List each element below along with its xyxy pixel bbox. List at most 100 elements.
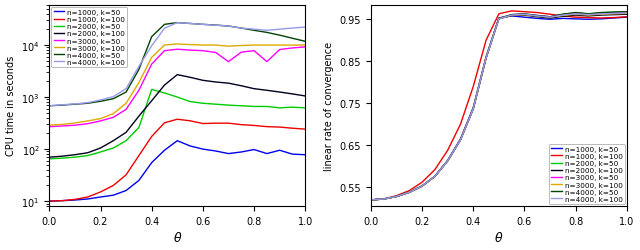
n=4000, k=50 (610, 12, 618, 14)
n=2000, k=100 (161, 84, 168, 87)
n=4000, k=50 (469, 108, 477, 111)
n=2000, k=100 (456, 139, 464, 142)
Y-axis label: linear rate of convergence: linear rate of convergence (324, 42, 334, 170)
n=1000, k=50 (250, 148, 258, 152)
n=4000, k=100 (572, 13, 579, 16)
n=2000, k=50 (212, 103, 220, 106)
n=1000, k=100 (97, 191, 104, 194)
n=4000, k=100 (559, 14, 566, 18)
n=3000, k=50 (482, 57, 490, 60)
n=3000, k=50 (212, 52, 220, 55)
n=1000, k=100 (623, 16, 630, 19)
n=2000, k=100 (237, 85, 245, 88)
Line: n=1000, k=50: n=1000, k=50 (371, 17, 627, 200)
n=1000, k=50 (572, 18, 579, 21)
n=4000, k=50 (84, 102, 92, 105)
n=3000, k=100 (546, 16, 554, 20)
n=2000, k=50 (173, 96, 181, 99)
n=3000, k=50 (623, 12, 630, 14)
n=4000, k=100 (431, 175, 438, 178)
n=4000, k=100 (237, 28, 245, 30)
n=2000, k=100 (584, 15, 592, 18)
n=1000, k=100 (405, 189, 413, 192)
n=1000, k=100 (431, 168, 438, 172)
n=1000, k=50 (237, 151, 245, 154)
n=1000, k=50 (559, 18, 566, 21)
n=4000, k=50 (520, 13, 528, 16)
n=3000, k=50 (508, 14, 515, 17)
n=1000, k=50 (444, 159, 451, 162)
n=4000, k=100 (212, 25, 220, 28)
n=1000, k=100 (250, 124, 258, 128)
n=2000, k=50 (109, 147, 117, 150)
Y-axis label: CPU time in seconds: CPU time in seconds (6, 56, 15, 156)
n=3000, k=100 (71, 122, 79, 125)
n=2000, k=50 (225, 104, 232, 107)
n=4000, k=100 (508, 14, 515, 18)
n=1000, k=100 (289, 127, 296, 130)
n=1000, k=50 (97, 196, 104, 199)
n=4000, k=100 (84, 102, 92, 105)
n=1000, k=100 (58, 199, 66, 202)
n=4000, k=50 (122, 91, 130, 94)
n=1000, k=50 (161, 149, 168, 152)
n=3000, k=100 (250, 44, 258, 47)
n=1000, k=50 (405, 191, 413, 194)
n=1000, k=50 (508, 15, 515, 18)
Line: n=3000, k=50: n=3000, k=50 (49, 48, 305, 127)
n=1000, k=50 (431, 175, 438, 178)
n=3000, k=50 (122, 108, 130, 112)
n=3000, k=100 (97, 118, 104, 121)
n=3000, k=50 (84, 123, 92, 126)
n=2000, k=50 (301, 107, 309, 110)
n=4000, k=50 (301, 41, 309, 44)
n=3000, k=50 (456, 138, 464, 141)
n=3000, k=50 (301, 46, 309, 49)
n=4000, k=50 (263, 32, 271, 35)
n=1000, k=50 (263, 152, 271, 156)
n=2000, k=50 (405, 191, 413, 194)
n=2000, k=100 (186, 76, 194, 80)
n=1000, k=50 (533, 18, 541, 21)
n=4000, k=100 (276, 28, 284, 32)
n=1000, k=50 (546, 19, 554, 22)
n=4000, k=100 (109, 96, 117, 99)
n=1000, k=100 (199, 122, 207, 126)
n=3000, k=50 (610, 12, 618, 15)
n=3000, k=50 (469, 107, 477, 110)
n=2000, k=100 (546, 18, 554, 20)
n=4000, k=50 (58, 104, 66, 107)
n=3000, k=100 (301, 44, 309, 47)
X-axis label: θ: θ (173, 232, 181, 244)
n=1000, k=100 (71, 198, 79, 201)
n=1000, k=100 (367, 198, 375, 202)
n=4000, k=100 (546, 16, 554, 20)
n=3000, k=100 (135, 82, 143, 85)
n=4000, k=50 (482, 57, 490, 60)
n=2000, k=50 (508, 14, 515, 18)
n=3000, k=50 (237, 52, 245, 54)
n=3000, k=100 (392, 195, 400, 198)
n=4000, k=50 (186, 23, 194, 26)
n=4000, k=100 (584, 14, 592, 17)
n=1000, k=100 (418, 181, 426, 184)
n=1000, k=50 (84, 198, 92, 201)
n=4000, k=100 (186, 23, 194, 26)
n=3000, k=50 (405, 191, 413, 194)
n=2000, k=50 (199, 102, 207, 105)
n=3000, k=50 (225, 61, 232, 64)
n=3000, k=50 (584, 14, 592, 17)
n=3000, k=50 (533, 15, 541, 18)
n=3000, k=100 (520, 14, 528, 17)
n=2000, k=100 (84, 152, 92, 155)
n=1000, k=50 (276, 149, 284, 152)
X-axis label: θ: θ (495, 232, 502, 244)
n=3000, k=100 (597, 14, 605, 17)
n=2000, k=50 (276, 107, 284, 110)
n=3000, k=50 (276, 49, 284, 52)
n=3000, k=50 (520, 14, 528, 17)
n=1000, k=100 (173, 118, 181, 121)
n=4000, k=100 (161, 28, 168, 31)
n=2000, k=50 (546, 16, 554, 20)
n=2000, k=100 (148, 100, 156, 103)
